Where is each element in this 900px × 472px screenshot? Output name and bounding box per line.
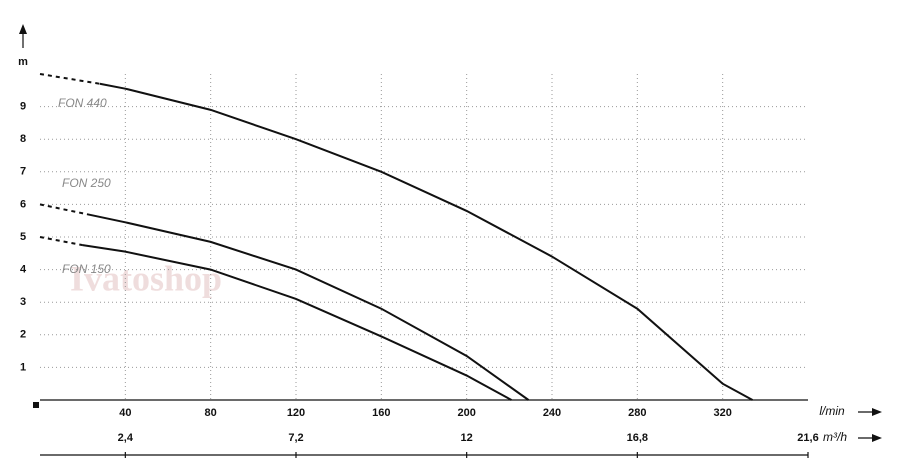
origin-marker [33, 402, 39, 408]
x-tick-label: 280 [628, 407, 646, 419]
y-tick-label: 8 [20, 133, 26, 145]
y-tick-label: 7 [20, 166, 26, 178]
series-label: FON 250 [62, 176, 111, 190]
x-arrowhead [872, 408, 882, 416]
y-tick-label: 6 [20, 198, 26, 210]
curve [86, 213, 530, 401]
y-tick-label: 1 [20, 361, 26, 373]
x-tick-label: 240 [543, 407, 561, 419]
x2-axis-label: m³/h [823, 430, 847, 444]
x2-tick-label: 7,2 [288, 432, 303, 444]
x2-tick-label: 16,8 [627, 432, 648, 444]
curve-extrapolated [39, 236, 83, 247]
x-tick-label: 320 [713, 407, 731, 419]
curve [82, 244, 512, 401]
series-label: FON 150 [62, 262, 111, 276]
y-tick-label: 3 [20, 296, 26, 308]
y-tick-label: 2 [20, 329, 26, 341]
x-tick-label: 40 [119, 407, 131, 419]
x-tick-label: 80 [205, 407, 217, 419]
x-tick-label: 200 [457, 407, 475, 419]
series-label: FON 440 [58, 96, 107, 110]
y-arrowhead [19, 24, 27, 34]
curve [99, 82, 754, 401]
curve-extrapolated [39, 203, 88, 216]
y-tick-label: 5 [20, 231, 26, 243]
x2-tick-label: 2,4 [118, 432, 134, 444]
y-axis-label: m [18, 56, 28, 68]
x2-tick-label: 12 [461, 432, 473, 444]
x-tick-label: 160 [372, 407, 390, 419]
y-tick-label: 4 [20, 264, 27, 276]
x-axis-label: l/min [819, 404, 845, 418]
x-tick-label: 120 [287, 407, 305, 419]
curve-extrapolated [39, 73, 100, 85]
x2-tick-label: 21,6 [797, 432, 818, 444]
y-tick-label: 9 [20, 101, 26, 113]
watermark: Ivatoshop [70, 258, 222, 298]
x2-arrowhead [872, 434, 882, 442]
